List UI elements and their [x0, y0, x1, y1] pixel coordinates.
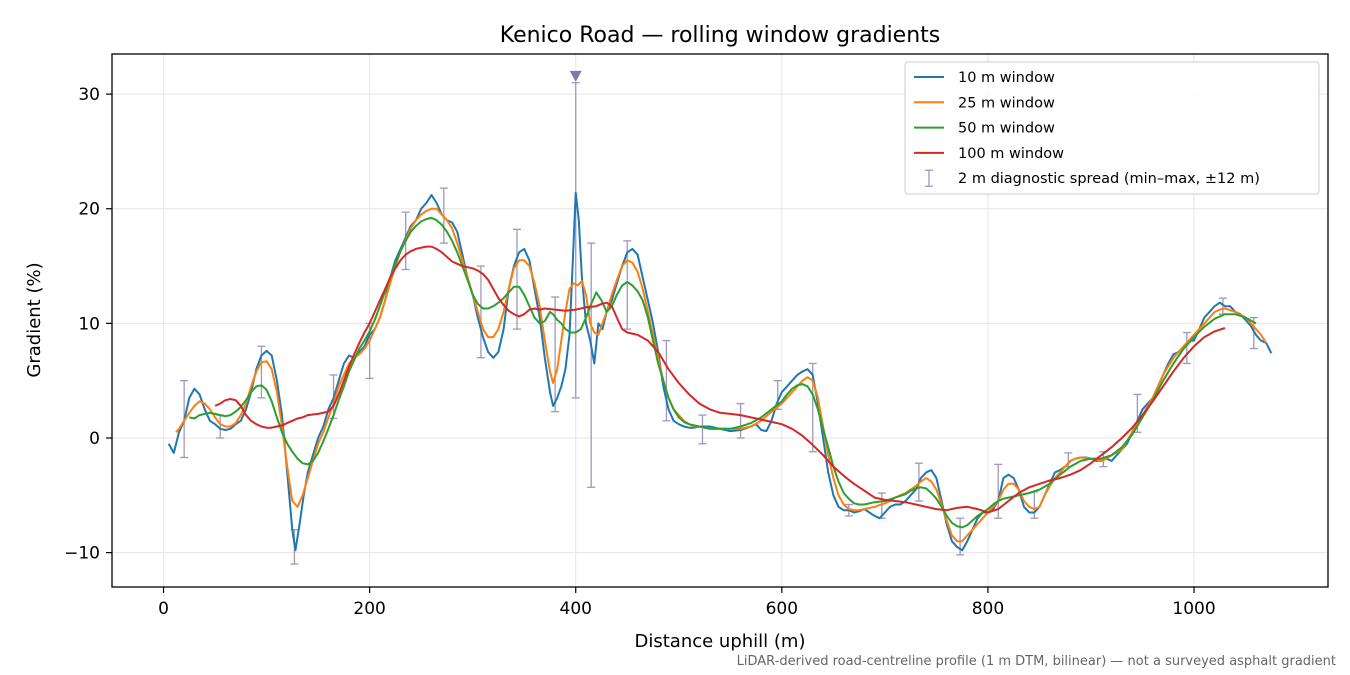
series-line [214, 245, 1226, 514]
series-line [175, 207, 1268, 543]
x-tick-label: 1000 [1172, 599, 1215, 619]
legend-label: 100 m window [958, 146, 1064, 162]
y-tick-label: 10 [78, 314, 100, 334]
y-tick-label: 0 [89, 429, 100, 449]
x-tick-label: 200 [353, 599, 385, 619]
legend-box [904, 61, 1320, 195]
series-line [167, 191, 1273, 552]
legend-label: 10 m window [958, 70, 1055, 86]
x-tick-label: 800 [972, 599, 1004, 619]
legend-label: 2 m diagnostic spread (min–max, ±12 m) [958, 171, 1260, 187]
y-tick-label: 20 [78, 200, 100, 220]
legend-label: 50 m window [958, 121, 1055, 137]
series-lines [167, 191, 1273, 552]
series-line [189, 216, 1257, 529]
chart-title: Kenico Road — rolling window gradients [500, 23, 941, 48]
y-tick-label: −10 [64, 544, 100, 564]
legend: 10 m window 25 m window 50 m window 100 m w… [904, 61, 1320, 195]
x-axis-label: Distance uphill (m) [635, 631, 806, 652]
x-tick-label: 0 [158, 599, 169, 619]
legend-label: 25 m window [958, 95, 1055, 111]
y-axis-label: Gradient (%) [24, 262, 45, 377]
outlier-marker [569, 70, 582, 82]
axis-ticks: 0 200 400 600 800 1000 −10 0 10 20 30 [64, 85, 1216, 619]
footnote: LiDAR-derived road-centreline profile (1… [737, 654, 1336, 669]
x-tick-label: 600 [766, 599, 798, 619]
plot-frame [111, 53, 1329, 588]
y-tick-label: 30 [78, 85, 100, 105]
x-tick-label: 400 [560, 599, 592, 619]
